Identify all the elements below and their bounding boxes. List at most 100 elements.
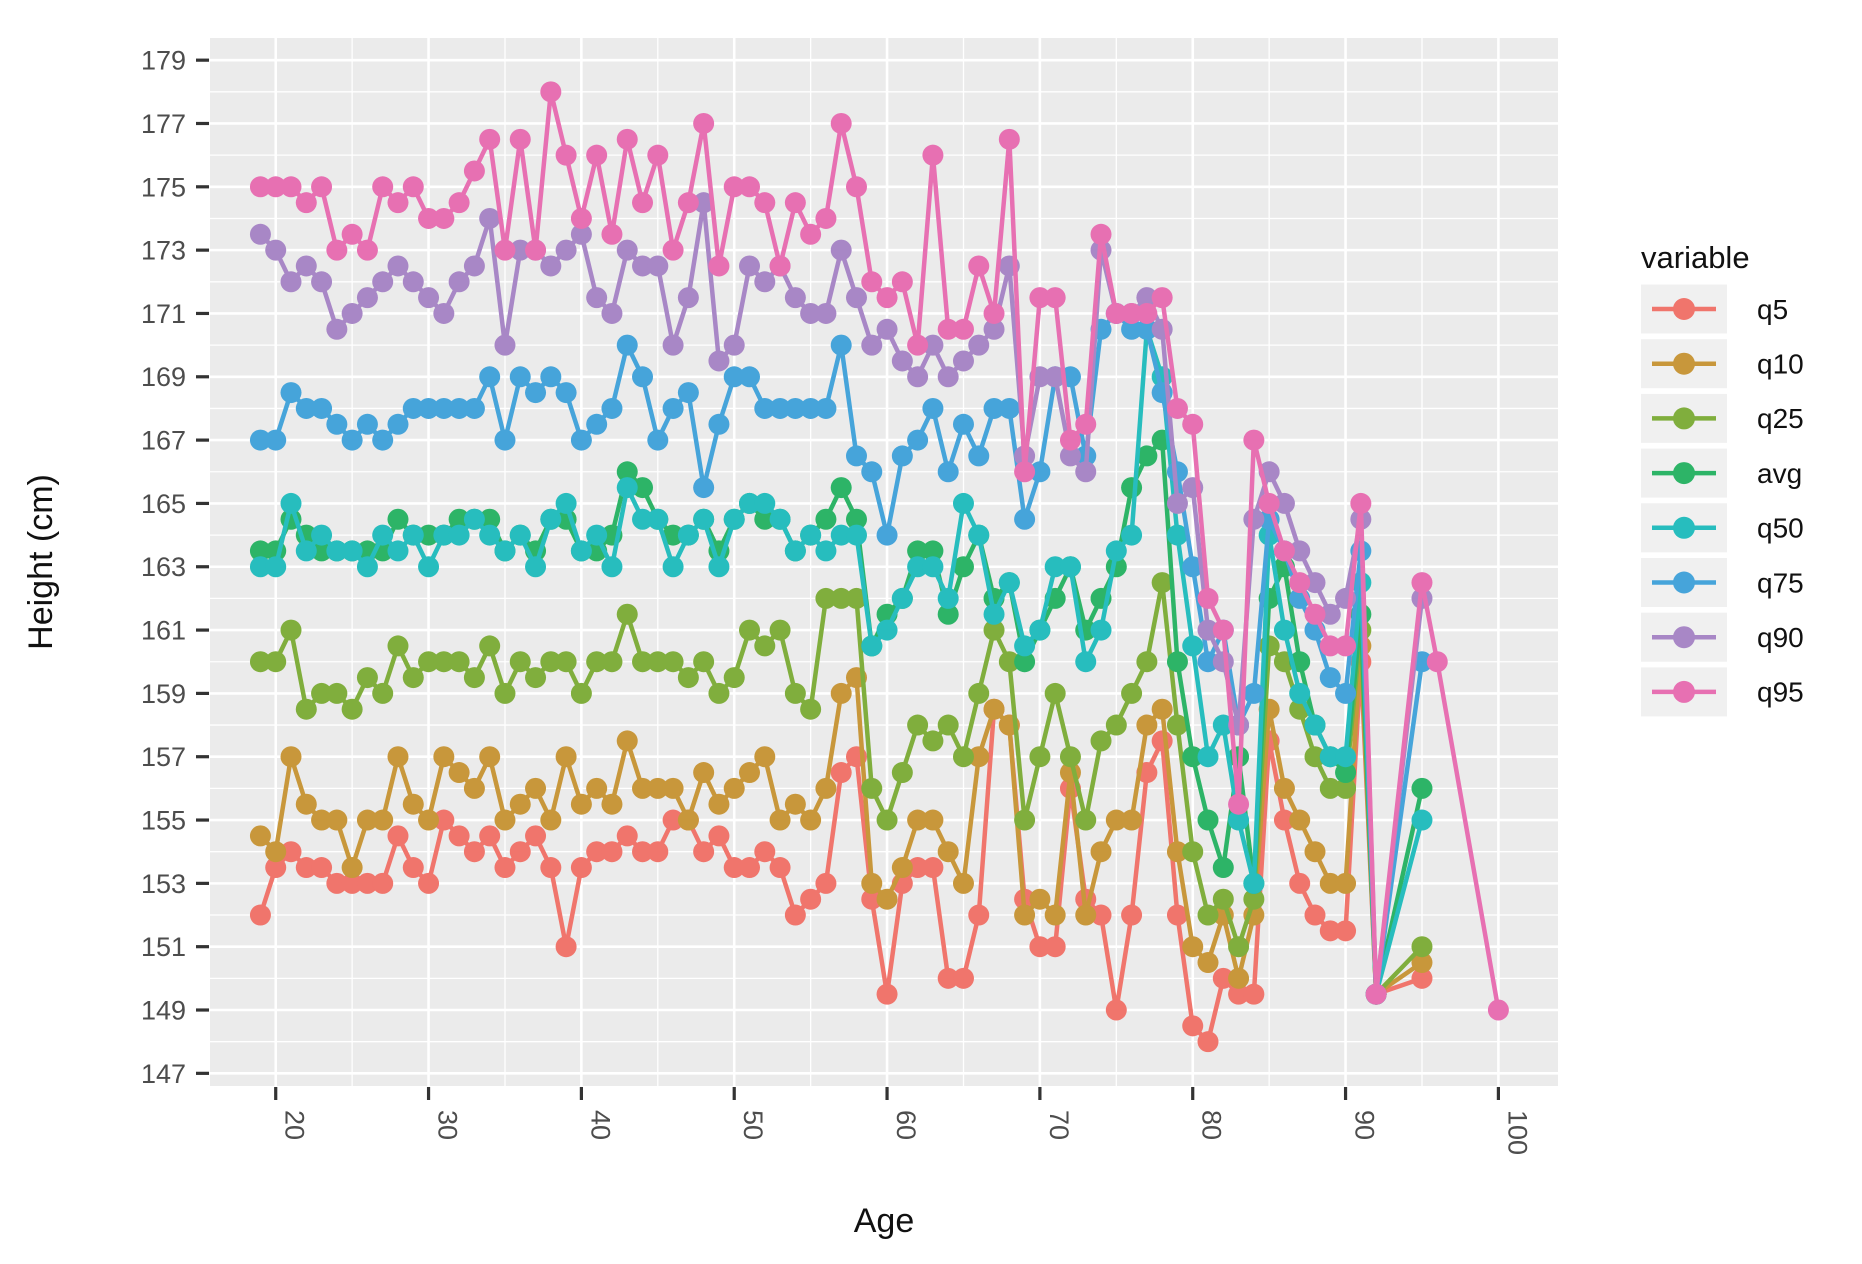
data-point-q95 bbox=[1090, 223, 1112, 245]
data-point-q95 bbox=[815, 207, 837, 229]
data-point-avg bbox=[937, 603, 959, 625]
data-point-q10 bbox=[1289, 809, 1311, 831]
legend-key-point bbox=[1673, 352, 1695, 375]
data-point-q95 bbox=[356, 239, 378, 261]
data-point-q25 bbox=[922, 730, 944, 752]
data-point-q75 bbox=[372, 429, 394, 451]
data-point-q75 bbox=[861, 461, 883, 483]
data-point-q10 bbox=[509, 793, 531, 815]
data-point-q95 bbox=[922, 144, 944, 166]
data-point-q50 bbox=[494, 540, 516, 562]
data-point-avg bbox=[387, 508, 409, 530]
data-point-q50 bbox=[739, 492, 761, 514]
data-point-q25 bbox=[998, 651, 1020, 673]
data-point-q75 bbox=[876, 524, 898, 546]
data-point-q50 bbox=[723, 508, 745, 530]
data-point-q95 bbox=[769, 255, 791, 277]
data-point-q25 bbox=[586, 651, 608, 673]
data-point-avg bbox=[922, 540, 944, 562]
data-point-q5 bbox=[1212, 967, 1234, 989]
data-point-q50 bbox=[830, 524, 852, 546]
data-point-q90 bbox=[356, 287, 378, 309]
data-point-avg bbox=[448, 508, 470, 530]
data-point-q95 bbox=[1182, 413, 1204, 435]
data-point-q25 bbox=[937, 714, 959, 736]
data-point-q10 bbox=[586, 777, 608, 799]
data-point-q75 bbox=[387, 413, 409, 435]
data-point-q50 bbox=[891, 587, 913, 609]
data-point-q10 bbox=[295, 793, 317, 815]
data-point-q75 bbox=[249, 429, 271, 451]
data-point-q95 bbox=[1136, 302, 1158, 324]
data-point-q50 bbox=[998, 572, 1020, 594]
data-point-q10 bbox=[433, 746, 455, 768]
data-point-q50 bbox=[1212, 714, 1234, 736]
data-point-q95 bbox=[1166, 397, 1188, 419]
data-point-q90 bbox=[616, 239, 638, 261]
data-point-q75 bbox=[662, 397, 684, 419]
data-point-q50 bbox=[677, 524, 699, 546]
data-point-q95 bbox=[800, 223, 822, 245]
data-point-q50 bbox=[555, 492, 577, 514]
data-point-q25 bbox=[876, 809, 898, 831]
data-point-q50 bbox=[540, 508, 562, 530]
data-point-q75 bbox=[1029, 461, 1051, 483]
data-point-q10 bbox=[1075, 904, 1097, 926]
data-point-q90 bbox=[800, 302, 822, 324]
data-point-avg bbox=[1335, 762, 1357, 784]
data-point-q90 bbox=[830, 239, 852, 261]
data-point-q10 bbox=[1335, 872, 1357, 894]
data-point-q25 bbox=[479, 635, 501, 657]
data-point-q25 bbox=[677, 667, 699, 689]
data-point-q75 bbox=[280, 382, 302, 404]
data-point-q5 bbox=[479, 825, 501, 847]
data-point-q75 bbox=[1197, 651, 1219, 673]
data-point-q5 bbox=[952, 967, 974, 989]
data-point-q10 bbox=[1228, 967, 1250, 989]
data-point-q5 bbox=[723, 857, 745, 879]
data-point-q5 bbox=[693, 841, 715, 863]
data-point-q75 bbox=[1319, 667, 1341, 689]
data-point-q5 bbox=[1273, 809, 1295, 831]
data-point-q25 bbox=[1090, 730, 1112, 752]
data-point-q75 bbox=[891, 445, 913, 467]
data-point-avg bbox=[616, 461, 638, 483]
data-point-q5 bbox=[433, 809, 455, 831]
data-point-q95 bbox=[1014, 461, 1036, 483]
data-point-q5 bbox=[815, 872, 837, 894]
legend-key-point bbox=[1673, 298, 1695, 320]
data-point-q10 bbox=[1166, 841, 1188, 863]
data-point-q50 bbox=[1411, 809, 1433, 831]
data-point-q5 bbox=[937, 967, 959, 989]
data-point-q50 bbox=[1197, 746, 1219, 768]
data-point-q25 bbox=[845, 587, 867, 609]
data-point-q50 bbox=[265, 556, 287, 578]
data-point-avg bbox=[1182, 746, 1204, 768]
legend-label-q10: q10 bbox=[1757, 349, 1804, 380]
data-point-q95 bbox=[784, 192, 806, 214]
data-point-q75 bbox=[402, 397, 424, 419]
data-point-q90 bbox=[448, 271, 470, 293]
data-point-avg bbox=[1212, 857, 1234, 879]
data-point-q10 bbox=[555, 746, 577, 768]
data-point-q50 bbox=[1289, 682, 1311, 704]
data-point-q75 bbox=[311, 397, 333, 419]
data-point-q75 bbox=[555, 382, 577, 404]
data-point-q25 bbox=[402, 667, 424, 689]
data-point-q95 bbox=[1319, 635, 1341, 657]
data-point-q90 bbox=[907, 366, 929, 388]
data-point-q50 bbox=[448, 524, 470, 546]
data-point-q95 bbox=[998, 128, 1020, 150]
data-point-q50 bbox=[907, 556, 929, 578]
data-point-q50 bbox=[249, 556, 271, 578]
data-point-q95 bbox=[387, 192, 409, 214]
data-point-q90 bbox=[1044, 366, 1066, 388]
data-point-q10 bbox=[861, 872, 883, 894]
data-point-q10 bbox=[494, 809, 516, 831]
data-point-q5 bbox=[632, 841, 654, 863]
data-point-q5 bbox=[1090, 904, 1112, 926]
data-point-q25 bbox=[448, 651, 470, 673]
legend-title: variable bbox=[1641, 240, 1750, 275]
data-point-q75 bbox=[356, 413, 378, 435]
data-point-q90 bbox=[861, 334, 883, 356]
